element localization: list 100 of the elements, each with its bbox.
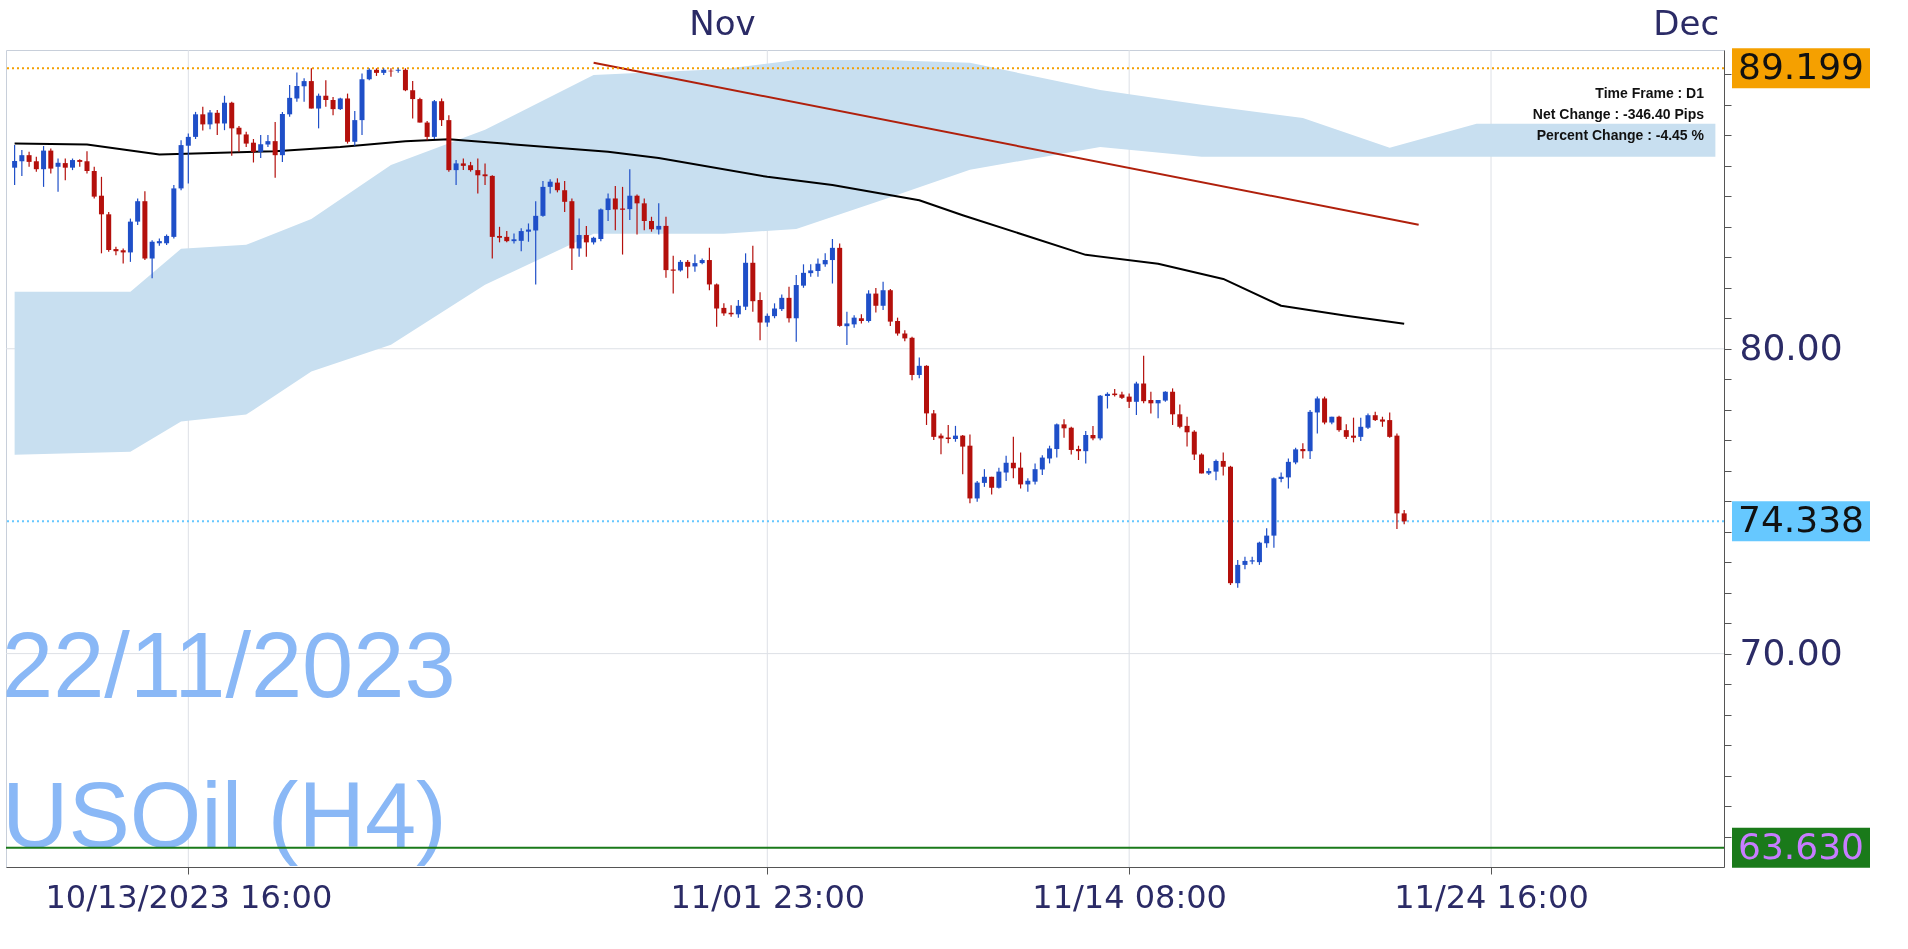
candlestick [576, 217, 582, 258]
candlestick [287, 84, 293, 118]
candlestick [1170, 387, 1176, 426]
ref-line-label: 89.199 [1738, 46, 1864, 88]
ref-line-label: 74.338 [1738, 499, 1864, 541]
candlestick [113, 246, 119, 256]
candlestick [185, 132, 191, 185]
annotation: Time Frame : D1 [1595, 85, 1705, 101]
candlestick [352, 110, 358, 147]
ref-line-label: 63.630 [1738, 825, 1864, 867]
candlestick [1032, 462, 1038, 486]
text: Dec [1653, 3, 1720, 43]
candlestick [800, 263, 806, 289]
candlestick [511, 232, 517, 245]
candlestick [1300, 442, 1306, 460]
x-tick-label: 11/01 23:00 [670, 877, 866, 916]
candlestick [1387, 411, 1393, 439]
candlestick [960, 434, 966, 475]
candlestick [612, 185, 618, 231]
candlestick [272, 121, 278, 179]
candlestick [518, 227, 524, 252]
candlestick [974, 480, 980, 503]
candlestick [19, 149, 25, 177]
candlestick [562, 180, 568, 213]
candlestick [482, 162, 488, 186]
candlestick [634, 193, 640, 236]
candlestick [829, 238, 835, 285]
candlestick [605, 192, 611, 222]
x-tick-label: 11/14 08:00 [1032, 877, 1227, 916]
candlestick [873, 287, 879, 314]
candlestick [98, 176, 104, 254]
candlestick [1010, 436, 1016, 479]
candlestick [475, 157, 481, 195]
candlestick [721, 302, 727, 317]
candlestick [41, 145, 47, 188]
candlestick [1235, 559, 1241, 589]
candlestick [1177, 403, 1183, 429]
candlestick [1061, 418, 1067, 439]
y-tick-label: 70.00 [1739, 632, 1843, 674]
candlestick [48, 147, 54, 175]
candlestick [1351, 417, 1357, 443]
candlestick [135, 197, 141, 226]
candlestick [1133, 381, 1139, 416]
candlestick [323, 79, 329, 108]
candlestick [757, 291, 763, 341]
candlestick [1083, 430, 1089, 464]
candlestick [1264, 527, 1270, 549]
candlestick [402, 67, 408, 92]
candlestick [1314, 396, 1320, 435]
candlestick [1191, 429, 1197, 461]
candlestick [641, 197, 647, 231]
candlestick [1220, 451, 1226, 477]
candlestick [786, 286, 792, 324]
candlestick [1184, 416, 1190, 448]
candlestick [1358, 417, 1364, 442]
candlestick [149, 239, 155, 279]
annotation: Net Change : -346.40 Pips [1532, 106, 1705, 122]
candlestick [627, 168, 633, 221]
candlestick [424, 120, 430, 141]
candlestick [200, 106, 206, 132]
candlestick [222, 95, 227, 131]
candlestick [193, 111, 199, 140]
candlestick [417, 97, 423, 124]
x-tick-label: 11/24 16:00 [1394, 877, 1589, 916]
candlestick [214, 109, 220, 136]
candlestick [880, 281, 886, 311]
candlestick [55, 157, 61, 193]
y-tick-label: 80.00 [1739, 327, 1843, 369]
candlestick [916, 356, 922, 379]
candlestick [410, 80, 416, 120]
candlestick [583, 225, 589, 258]
line-series [13, 138, 1406, 325]
candlestick [931, 409, 937, 441]
candlestick [1256, 541, 1262, 566]
text: 22/11/2023 [2, 614, 456, 716]
candlestick [453, 159, 459, 186]
candlestick [1003, 455, 1009, 482]
candlestick [1213, 458, 1219, 481]
x-tick-label: 10/13/2023 16:00 [45, 877, 333, 916]
text: Nov [689, 3, 756, 43]
candlestick [62, 157, 68, 181]
candlestick [12, 144, 18, 186]
candlestick [207, 109, 213, 130]
candlestick [1068, 426, 1074, 456]
candlestick [294, 71, 300, 103]
candlestick [258, 134, 264, 159]
candlestick [670, 255, 676, 295]
candlestick [1018, 451, 1024, 489]
text: USOil (H4) [2, 764, 447, 866]
candlestick [1039, 454, 1045, 476]
candlestick [1242, 556, 1248, 570]
candlestick [330, 96, 336, 116]
candlestick [685, 259, 691, 279]
candlestick [525, 222, 531, 243]
candlestick [1285, 457, 1291, 489]
candlestick [1278, 471, 1284, 483]
candlestick [656, 202, 662, 236]
candlestick [844, 311, 850, 346]
candlestick [945, 424, 951, 444]
candlestick [439, 97, 445, 127]
